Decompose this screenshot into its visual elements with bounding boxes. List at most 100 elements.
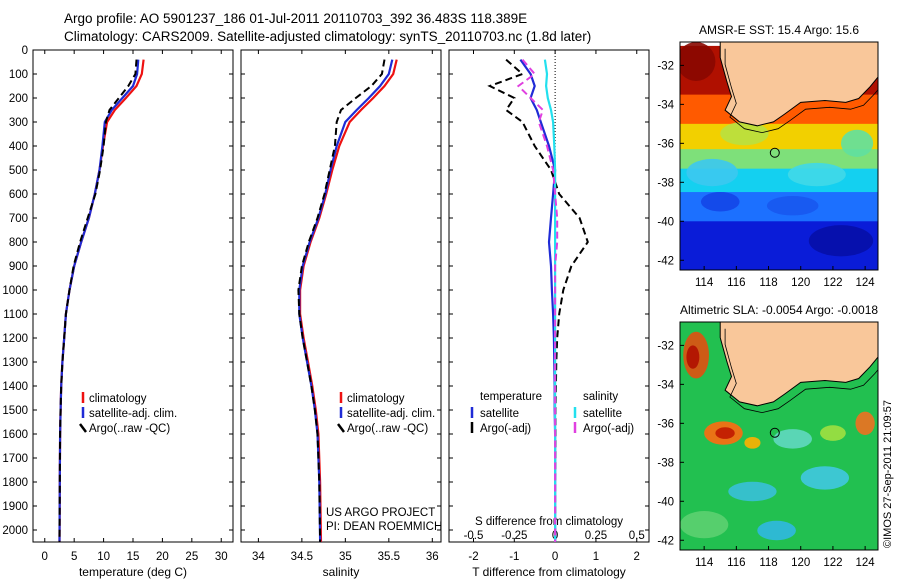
x-tick-label: 122 (823, 277, 842, 289)
x-tick-label: 120 (791, 277, 810, 289)
shelf-contour (724, 48, 878, 134)
y-tick-label: 900 (9, 261, 28, 273)
sla-feature (757, 520, 796, 541)
land-mass (719, 42, 878, 127)
y-tick-label: 1000 (2, 285, 28, 297)
y-tick-label: 200 (9, 93, 28, 105)
legend-label: climatology (347, 393, 405, 405)
map-sla_map: 114 116 118 120 122 124 -32 -34 -36 -38 -40 -42 Alti… (657, 303, 879, 569)
x-tick-label: 10 (97, 551, 110, 563)
y-tick-label: 1600 (2, 429, 28, 441)
x-tick-label: 5 (71, 551, 77, 563)
y-tick-label: -40 (657, 496, 674, 508)
s-axis-label: S difference from climatology (475, 516, 623, 528)
map-field (680, 42, 878, 270)
legend-label: satellite-adj. clim. (347, 408, 435, 420)
figure-title-line-2: Climatology: CARS2009. Satellite-adjuste… (64, 29, 592, 44)
x-tick-label: 118 (759, 277, 777, 289)
panel-salinity: 34 34.5 35 35.5 36 salinity climatology satelli… (240, 49, 442, 579)
map-title: Altimetric SLA: -0.0054 Argo: -0.0018 (680, 303, 878, 317)
x-axis-label: salinity (323, 565, 360, 579)
map-sst_map: 114 116 118 120 122 124 -32 -34 -36 -38 -40 -42 AMSR… (657, 23, 879, 289)
legend-header: salinity (583, 391, 618, 403)
y-tick-label: 800 (9, 237, 28, 249)
project-annotation: US ARGO PROJECT (326, 507, 435, 519)
sst-feature (766, 195, 819, 216)
y-tick-label: -36 (657, 138, 674, 150)
y-tick-label: -32 (657, 60, 674, 72)
y-tick-label: -42 (657, 255, 674, 267)
sst-feature (680, 42, 716, 81)
y-tick-label: 100 (9, 69, 28, 81)
panel-difference: -2 -1 0 1 2 T difference from climatology S di… (448, 49, 650, 579)
x-axis-label: T difference from climatology (472, 565, 626, 579)
x-axis-label: temperature (deg C) (79, 565, 187, 579)
legend-label: satellite-adj. clim. (89, 408, 177, 420)
plot-frame (240, 49, 442, 543)
y-tick-label: -34 (657, 379, 674, 391)
plot-frame (448, 49, 650, 543)
y-tick-label: -40 (657, 216, 674, 228)
shelf-contour (724, 328, 878, 414)
map-frame (679, 41, 879, 271)
legend-label: Argo(-adj) (583, 423, 634, 435)
y-tick-label: 0 (22, 45, 28, 57)
y-tick-label: -36 (657, 418, 674, 430)
legend-swatch (337, 423, 345, 433)
sla-feature (715, 427, 735, 439)
legend-label: climatology (89, 393, 147, 405)
x-tick-label: 30 (215, 551, 228, 563)
sst-feature (787, 162, 846, 187)
y-tick-label: 1400 (2, 381, 28, 393)
y-tick-label: -32 (657, 340, 674, 352)
plot-frame (32, 49, 234, 543)
x-tick-label: 0 (552, 551, 558, 563)
legend-header: temperature (480, 391, 542, 403)
x-tick-label: 34 (252, 551, 265, 563)
sla-feature (800, 466, 850, 490)
y-tick-label: 2000 (2, 525, 28, 537)
y-tick-label: 400 (9, 141, 28, 153)
legend-label: Argo(..raw -QC) (347, 423, 428, 435)
y-tick-label: 500 (9, 165, 28, 177)
series-line-argo-raw-qc- (58, 59, 138, 543)
sst-feature (700, 192, 740, 212)
y-tick-label: 700 (9, 213, 28, 225)
sla-feature (680, 511, 729, 539)
sla-feature (855, 411, 875, 436)
legend-label: Argo(..raw -QC) (89, 423, 170, 435)
argo-position-marker (769, 147, 780, 158)
sla-feature (744, 436, 761, 449)
series-line-argo-raw-qc- (297, 59, 386, 543)
sla-feature (728, 481, 777, 502)
x-tick-label: 0 (42, 551, 48, 563)
sst-feature (686, 158, 738, 187)
y-tick-label: 1100 (3, 309, 28, 321)
x-tick-label: 124 (856, 557, 876, 569)
x-tick-label: 1 (593, 551, 599, 563)
y-tick-label: 1900 (2, 501, 28, 513)
sst-feature (808, 225, 874, 257)
x-tick-label: 116 (727, 557, 745, 569)
sla-feature (820, 425, 846, 441)
pi-annotation: PI: DEAN ROEMMICH (326, 521, 442, 533)
y-tick-label: 1500 (2, 405, 28, 417)
x-tick-label: 122 (823, 557, 842, 569)
x-tick-label: 2 (634, 551, 640, 563)
y-tick-label: -34 (657, 99, 674, 111)
x-tick-label: 120 (791, 557, 810, 569)
legend-label: satellite (480, 408, 519, 420)
x-tick-label: 114 (695, 557, 714, 569)
x-tick-label: 25 (185, 551, 198, 563)
x-tick-label: 124 (856, 277, 876, 289)
y-tick-label: 1200 (2, 333, 28, 345)
x-tick-label: 116 (727, 277, 745, 289)
x-tick-label: 114 (695, 277, 714, 289)
s-tick-label: -0.25 (501, 530, 527, 542)
y-tick-label: 1800 (2, 477, 28, 489)
x-tick-label: -2 (468, 551, 478, 563)
imos-timestamp-label: ©IMOS 27-Sep-2011 21:09:57 (882, 400, 894, 548)
x-tick-label: -1 (509, 551, 519, 563)
argo-position-marker (769, 427, 780, 438)
